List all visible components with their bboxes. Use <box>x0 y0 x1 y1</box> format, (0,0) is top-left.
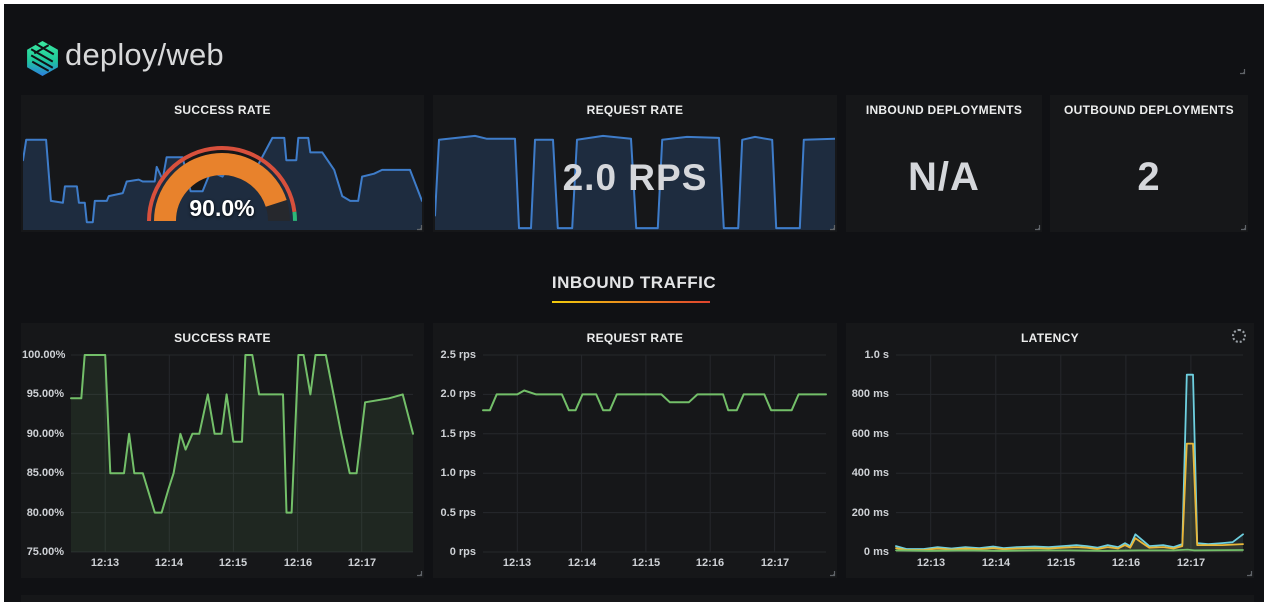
chart-plot[interactable] <box>435 133 835 230</box>
y-axis-label: 2.0 rps <box>440 388 476 400</box>
y-axis-label: 800 ms <box>851 388 889 400</box>
panel-resize-handle[interactable] <box>414 568 423 577</box>
y-axis-label: 80.00% <box>26 507 64 519</box>
panel-title[interactable]: INBOUND DEPLOYMENTS <box>865 103 1023 117</box>
x-axis-label: 12:16 <box>283 557 313 569</box>
chart-plot[interactable] <box>23 133 422 230</box>
latency-chart[interactable]: 1.0 s 800 ms 600 ms 400 ms 200 ms 0 ms 12:13 12… <box>849 349 1251 573</box>
y-axis-label: 200 ms <box>851 507 889 519</box>
chart-plot[interactable] <box>24 349 421 573</box>
next-row-panel-partial <box>21 595 1254 602</box>
x-axis-label: 12:14 <box>154 557 184 569</box>
stat-value: 2.0 RPS <box>562 156 708 198</box>
x-axis-label: 12:15 <box>631 557 661 569</box>
y-axis-label: 0 rps <box>449 546 476 558</box>
row-inbound-traffic: INBOUND TRAFFIC <box>4 273 1264 303</box>
panel-title[interactable]: SUCCESS RATE <box>174 103 271 117</box>
row-title-underline <box>552 301 710 303</box>
panel-success-rate-stat: SUCCESS RATE 90.0% <box>21 95 424 232</box>
stat-value: 2 <box>1137 155 1161 199</box>
panel-title[interactable]: REQUEST RATE <box>586 331 684 345</box>
gauge-value: 90.0% <box>189 195 255 221</box>
panel-inbound-deployments: INBOUND DEPLOYMENTS N/A <box>846 95 1042 232</box>
success-rate-sparkline[interactable] <box>23 133 422 230</box>
y-axis-label: 100.00% <box>22 349 66 361</box>
panel-title[interactable]: LATENCY <box>1021 331 1079 345</box>
y-axis-label: 600 ms <box>851 428 889 440</box>
x-axis-label: 12:16 <box>695 557 725 569</box>
panel-outbound-deployments: OUTBOUND DEPLOYMENTS 2 <box>1050 95 1248 232</box>
success-rate-gauge <box>142 141 302 227</box>
y-axis-label: 90.00% <box>26 428 64 440</box>
panel-latency-chart: LATENCY 1.0 s 800 ms 600 ms 400 ms 200 ms 0 m… <box>846 323 1254 578</box>
y-axis-label: 400 ms <box>851 467 889 479</box>
panel-resize-handle[interactable] <box>1237 66 1246 75</box>
dashboard-header: deploy/web <box>4 4 1264 90</box>
x-axis-label: 12:15 <box>1046 557 1076 569</box>
panel-success-rate-chart: SUCCESS RATE 100.00% 95.00% 90.00% 85.00% 80… <box>21 323 424 578</box>
chart-plot[interactable] <box>849 349 1251 573</box>
x-axis-label: 12:13 <box>502 557 532 569</box>
panel-title[interactable]: REQUEST RATE <box>586 103 684 117</box>
x-axis-label: 12:14 <box>981 557 1011 569</box>
panel-title[interactable]: SUCCESS RATE <box>174 331 271 345</box>
panel-resize-handle[interactable] <box>1244 568 1253 577</box>
row-title[interactable]: INBOUND TRAFFIC <box>551 273 717 292</box>
panel-request-rate-chart: REQUEST RATE 2.5 rps 2.0 rps 1.5 rps 1.0 rp… <box>433 323 837 578</box>
y-axis-label: 2.5 rps <box>440 349 476 361</box>
request-rate-sparkline[interactable] <box>435 133 835 230</box>
panel-resize-handle[interactable] <box>827 222 836 231</box>
x-axis-label: 12:13 <box>90 557 120 569</box>
panel-request-rate-stat: REQUEST RATE 2.0 RPS <box>433 95 837 232</box>
y-axis-label: 75.00% <box>26 546 64 558</box>
y-axis-label: 1.0 rps <box>440 467 476 479</box>
loading-spinner-icon <box>1232 329 1246 343</box>
x-axis-label: 12:17 <box>347 557 377 569</box>
x-axis-label: 12:17 <box>760 557 790 569</box>
stat-value: N/A <box>908 155 980 199</box>
panel-resize-handle[interactable] <box>827 568 836 577</box>
y-axis-label: 85.00% <box>26 467 64 479</box>
y-axis-label: 0.5 rps <box>440 507 476 519</box>
dashboard-title: deploy/web <box>65 37 224 72</box>
deploy-logo-icon <box>24 40 61 77</box>
panel-title[interactable]: OUTBOUND DEPLOYMENTS <box>1063 103 1234 117</box>
panel-resize-handle[interactable] <box>1032 222 1041 231</box>
panel-resize-handle[interactable] <box>414 222 423 231</box>
chart-plot[interactable] <box>436 349 834 573</box>
y-axis-label: 1.0 s <box>864 349 889 361</box>
y-axis-label: 0 ms <box>863 546 889 558</box>
x-axis-label: 12:17 <box>1176 557 1206 569</box>
success-rate-chart[interactable]: 100.00% 95.00% 90.00% 85.00% 80.00% 75.00% 12:… <box>22 349 421 573</box>
x-axis-label: 12:16 <box>1111 557 1141 569</box>
x-axis-label: 12:14 <box>567 557 597 569</box>
y-axis-label: 1.5 rps <box>440 428 476 440</box>
request-rate-chart[interactable]: 2.5 rps 2.0 rps 1.5 rps 1.0 rps 0.5 rps 0 rps… <box>436 349 834 573</box>
x-axis-label: 12:13 <box>916 557 946 569</box>
x-axis-label: 12:15 <box>218 557 248 569</box>
panel-resize-handle[interactable] <box>1238 222 1247 231</box>
y-axis-label: 95.00% <box>26 388 64 400</box>
